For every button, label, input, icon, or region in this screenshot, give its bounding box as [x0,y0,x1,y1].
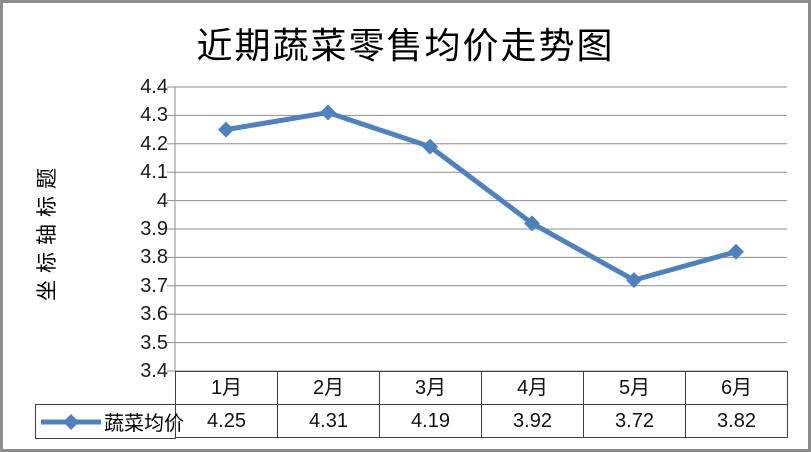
y-tick-label: 4 [156,189,168,212]
value-cell: 3.82 [686,405,788,437]
value-cell: 3.92 [482,405,584,437]
month-header-cell: 2月 [278,372,380,405]
month-header-cell: 5月 [584,372,686,405]
data-point-marker [218,121,234,138]
value-cell: 3.72 [584,405,686,437]
y-tick-label: 4.2 [140,132,168,155]
data-point-marker [524,215,540,232]
y-tick-label: 3.4 [140,360,168,382]
value-cell: 4.25 [176,405,278,437]
month-header-cell: 6月 [686,372,788,405]
data-point-marker [320,104,336,121]
value-cell: 4.31 [278,405,380,437]
y-tick-label: 4.4 [140,76,168,98]
y-tick-label: 3.6 [140,303,168,326]
data-point-marker [626,272,642,289]
y-tick-label: 4.3 [140,104,168,127]
series-line [223,110,739,283]
month-header-cell: 4月 [482,372,584,405]
data-point-marker [728,243,744,260]
month-header-cell: 1月 [176,372,278,405]
y-tick-label: 3.9 [140,218,168,240]
legend: 蔬菜均价 [35,404,184,439]
y-tick-label: 3.5 [140,331,168,354]
value-cell: 4.19 [380,405,482,437]
chart-title: 近期蔬菜零售均价走势图 [196,26,615,66]
y-tick-label: 3.8 [140,246,168,269]
series-value-row: 4.25 4.31 4.19 3.92 3.72 3.82 [175,404,788,438]
plot-area [167,86,787,372]
legend-series-name: 蔬菜均价 [104,413,184,435]
y-tick-label: 4.1 [140,161,168,184]
series-line-marker-icon [41,413,101,430]
month-header-cell: 3月 [380,372,482,405]
y-tick-label: 3.7 [140,274,168,297]
legend-diamond-icon [63,413,79,430]
data-point-marker [422,138,438,155]
category-header-row: 1月 2月 3月 4月 5月 6月 [175,371,788,405]
